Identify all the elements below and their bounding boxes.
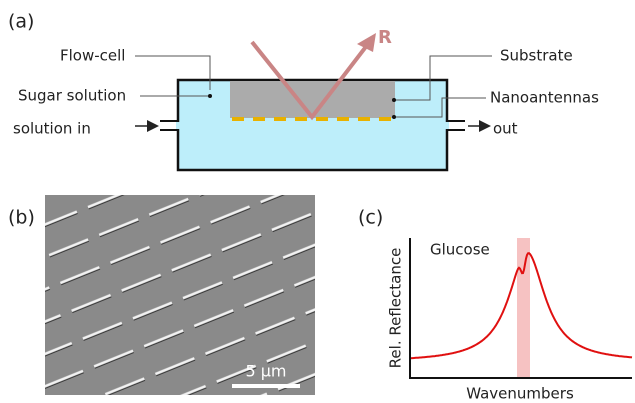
annotation: Glucose	[430, 241, 490, 259]
x-axis-label: Wavenumbers	[466, 385, 574, 403]
substrate	[230, 81, 395, 118]
label: Flow-cell	[60, 47, 125, 65]
label: Substrate	[500, 47, 573, 65]
label: solution in	[13, 120, 91, 138]
glucose-band	[517, 238, 530, 378]
panel-label: (a)	[8, 11, 34, 33]
panel-label: (c)	[358, 207, 383, 229]
label: out	[493, 120, 518, 138]
figure: (a) R Flow-cell Sugar solution solution …	[0, 0, 635, 403]
scale-bar-label: 5 µm	[245, 362, 286, 381]
inlet	[176, 122, 181, 129]
dot	[208, 94, 212, 98]
outlet	[444, 122, 449, 129]
dot	[392, 115, 396, 119]
label: Sugar solution	[18, 87, 126, 105]
label: Nanoantennas	[490, 89, 599, 107]
dot	[392, 98, 396, 102]
y-axis-label: Rel. Reflectance	[387, 248, 405, 369]
panel-label: (b)	[8, 207, 35, 229]
beam-label: R	[378, 27, 392, 48]
